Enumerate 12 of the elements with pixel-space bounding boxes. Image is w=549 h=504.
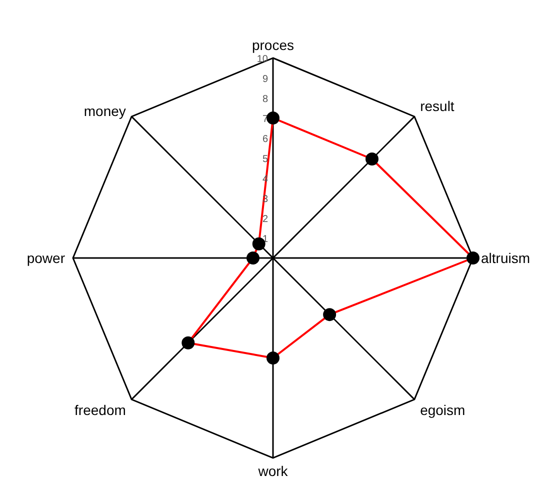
spoke-label: money (84, 102, 126, 119)
spoke-label: result (420, 98, 454, 114)
y-tick-label: 9 (262, 74, 268, 85)
spoke-label: proces (252, 37, 294, 53)
spoke-label: altruism (481, 250, 530, 266)
spoke-label: power (26, 250, 66, 266)
spoke-label: freedom (74, 402, 126, 418)
y-tick-label: 6 (262, 134, 268, 145)
y-tick-label: 2 (262, 214, 268, 225)
y-tick-label: 8 (262, 94, 268, 105)
spoke-label: work (257, 462, 289, 479)
spoke-label: egoism (420, 402, 466, 418)
